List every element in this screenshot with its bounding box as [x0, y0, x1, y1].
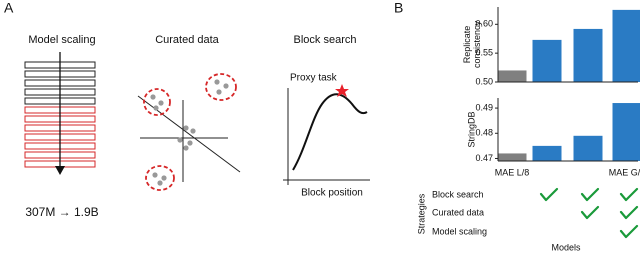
panel-a: A Model scaling 307M → 1.9B Curated data	[4, 0, 370, 219]
bar	[612, 103, 640, 161]
y-axis-label: StringDB	[466, 111, 476, 147]
bar	[612, 9, 640, 83]
x-tick-label: MAE G/8	[609, 167, 640, 177]
axes	[283, 88, 370, 185]
subtitle: Model scaling	[28, 34, 95, 46]
row-label: Model scaling	[432, 226, 487, 236]
bar	[497, 153, 527, 161]
y-tick-label: 0.49	[475, 102, 493, 112]
arrow-head	[55, 166, 65, 175]
check	[539, 187, 559, 202]
outlier-circles	[143, 73, 237, 191]
y-tick-label: 0.48	[475, 128, 493, 138]
y-axis-label: Replicateconsistency	[462, 20, 482, 68]
check	[619, 224, 639, 239]
axis-label: Strategies	[416, 193, 426, 234]
y-tick-label: 0.50	[475, 76, 493, 86]
caption: 307M → 1.9B	[25, 205, 98, 219]
bar	[573, 28, 603, 82]
row-label: Block search	[432, 189, 484, 199]
bar	[532, 145, 562, 161]
axis-label: Proxy task	[290, 73, 338, 84]
axes	[137, 95, 241, 182]
panel-b: B	[394, 0, 403, 16]
x-tick-label: MAE L/8	[495, 167, 530, 177]
y-tick-label: 0.60	[475, 19, 493, 29]
points	[150, 79, 229, 186]
panel-label: A	[4, 0, 14, 16]
check	[619, 205, 639, 220]
subtitle: Block search	[294, 34, 357, 46]
axis-label: Block position	[301, 188, 363, 199]
y-tick-label: 0.47	[475, 153, 493, 163]
axis-label: Models	[551, 242, 581, 252]
row-label: Curated data	[432, 207, 484, 217]
panel-label: B	[394, 0, 403, 16]
bar	[573, 135, 603, 161]
bar	[532, 39, 562, 82]
check	[580, 187, 600, 202]
subtitle: Curated data	[155, 34, 219, 46]
y-tick-label: 0.55	[475, 48, 493, 58]
check	[619, 187, 639, 202]
bar	[497, 70, 527, 82]
curve	[292, 93, 368, 171]
star	[335, 84, 349, 97]
check	[580, 205, 600, 220]
